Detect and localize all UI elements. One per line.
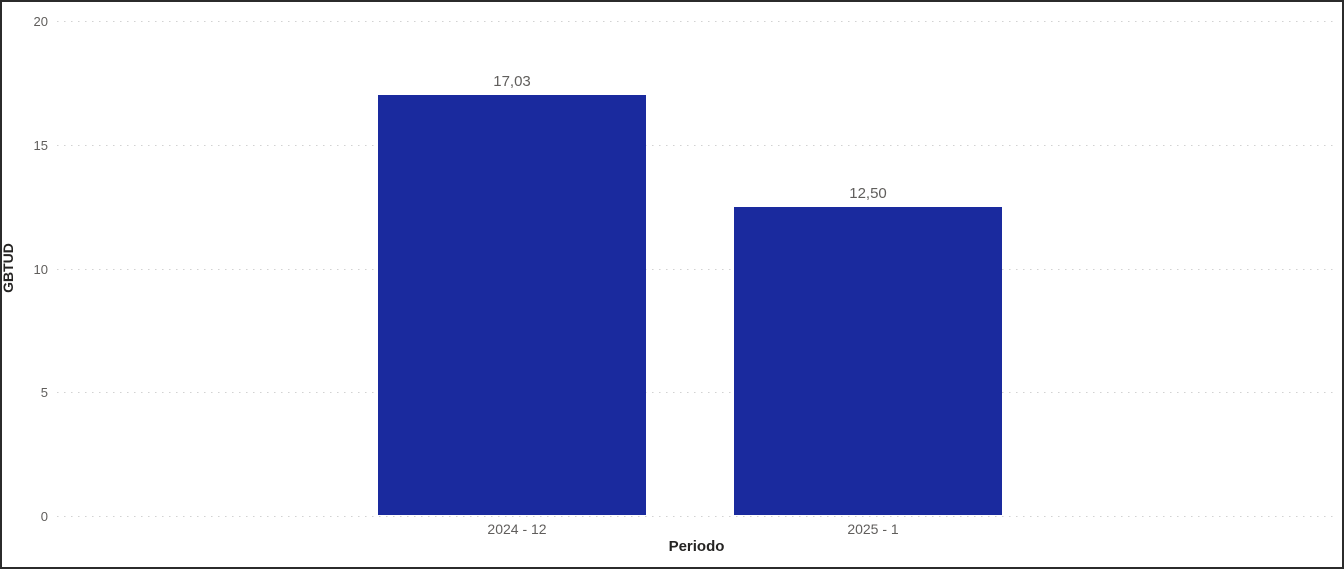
gridline	[57, 392, 1336, 394]
y-tick-label: 15	[33, 137, 48, 153]
gridline	[57, 21, 1336, 22]
x-tick-label: 2025 - 1	[847, 521, 899, 537]
gridline	[57, 268, 1336, 270]
y-tick-label: 5	[40, 385, 48, 401]
bar[interactable]	[378, 94, 646, 515]
x-tick-label: 2024 - 12	[487, 521, 547, 537]
y-tick-label: 20	[33, 14, 48, 29]
bar-value-label: 17,03	[493, 72, 531, 90]
bar-value-label: 12,50	[849, 184, 887, 202]
gridline	[57, 144, 1336, 146]
y-tick-label: 0	[40, 509, 48, 524]
y-axis-title: GBTUD	[0, 243, 16, 293]
bar[interactable]	[734, 206, 1002, 515]
y-tick-label: 10	[33, 261, 48, 277]
gridline	[57, 516, 1336, 517]
x-axis-title: Periodo	[668, 538, 725, 555]
